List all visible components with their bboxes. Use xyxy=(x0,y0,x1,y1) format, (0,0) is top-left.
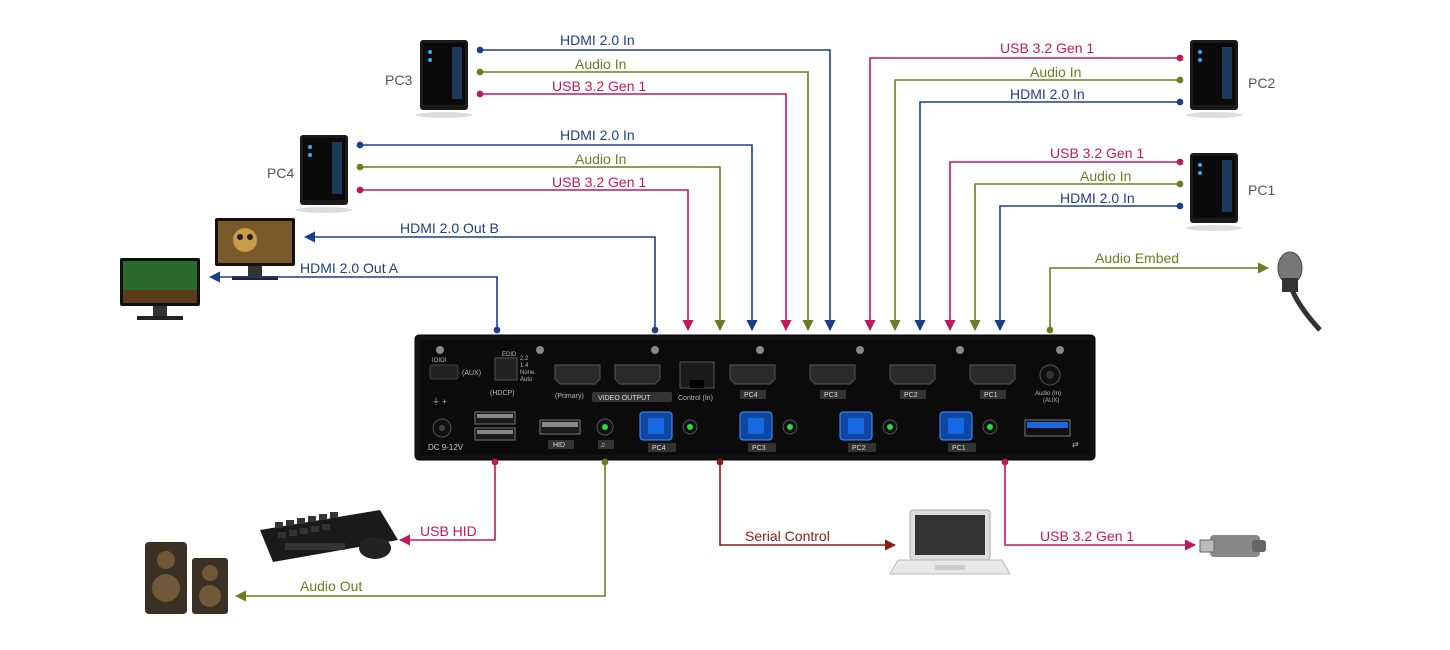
conn-hdmi-out-a xyxy=(210,277,497,330)
panel-hid-label: HID xyxy=(553,442,565,449)
svg-text:PC1: PC1 xyxy=(984,392,998,399)
panel-video-output-label: VIDEO OUTPUT xyxy=(598,395,651,402)
label-pc2-usb: USB 3.2 Gen 1 xyxy=(1000,40,1094,56)
laptop-icon xyxy=(890,510,1010,574)
conn-pc4-audio xyxy=(360,167,720,330)
kvm-connection-diagram: (AUX) IOIOI 2.2 1.4 None. Auto EDID (HDC… xyxy=(0,0,1450,650)
svg-text:2.2: 2.2 xyxy=(520,356,529,362)
label-usb-out: USB 3.2 Gen 1 xyxy=(1040,528,1134,544)
svg-text:PC2: PC2 xyxy=(852,445,866,452)
svg-text:(AUX): (AUX) xyxy=(1043,398,1059,404)
conn-pc4-usb xyxy=(360,190,688,330)
pc2-label: PC2 xyxy=(1248,75,1275,91)
panel-audio-in-label: Audio (In) xyxy=(1035,391,1061,397)
panel-aux-label: (AUX) xyxy=(462,370,481,377)
conn-pc2-audio xyxy=(895,80,1180,330)
svg-text:PC2: PC2 xyxy=(904,392,918,399)
pc4-icon xyxy=(296,135,352,213)
label-pc3-audio: Audio In xyxy=(575,56,626,72)
svg-text:None.: None. xyxy=(520,370,536,376)
label-pc1-usb: USB 3.2 Gen 1 xyxy=(1050,145,1144,161)
label-pc2-audio: Audio In xyxy=(1030,64,1081,80)
hdmi-out-b-port xyxy=(555,365,600,384)
svg-text:PC3: PC3 xyxy=(752,445,766,452)
pc3-icon xyxy=(416,40,472,118)
conn-audio-embed xyxy=(1050,268,1268,330)
conn-hdmi-out-b xyxy=(305,237,655,330)
panel-ioioi-label: IOIOI xyxy=(432,358,447,364)
label-hdmi-out-a: HDMI 2.0 Out A xyxy=(300,260,399,276)
pc4-label: PC4 xyxy=(267,165,294,181)
pc3-label: PC3 xyxy=(385,72,412,88)
svg-text:♫: ♫ xyxy=(600,442,605,449)
panel-hdcp-label: (HDCP) xyxy=(490,390,515,397)
label-pc1-audio: Audio In xyxy=(1080,168,1131,184)
monitor-b-icon xyxy=(215,218,295,280)
pc1-icon xyxy=(1186,153,1242,231)
label-pc3-usb: USB 3.2 Gen 1 xyxy=(552,78,646,94)
label-audio-embed: Audio Embed xyxy=(1095,250,1179,266)
conn-pc1-usb xyxy=(950,162,1180,330)
panel-primary-label: (Primary) xyxy=(555,393,584,400)
svg-text:PC4: PC4 xyxy=(652,445,666,452)
pc2-icon xyxy=(1186,40,1242,118)
panel-edid-label: EDID xyxy=(502,352,517,358)
conn-pc3-audio xyxy=(480,72,808,330)
keyboard-icon xyxy=(260,510,398,562)
svg-text:PC1: PC1 xyxy=(952,445,966,452)
panel-dc-label: DC 9-12V xyxy=(428,443,464,452)
label-pc4-hdmi: HDMI 2.0 In xyxy=(560,127,635,143)
label-audio-out: Audio Out xyxy=(300,578,362,594)
label-pc2-hdmi: HDMI 2.0 In xyxy=(1010,86,1085,102)
label-pc4-audio: Audio In xyxy=(575,151,626,167)
svg-text:Auto: Auto xyxy=(520,377,533,383)
svg-text:PC3: PC3 xyxy=(824,392,838,399)
svg-text:PC4: PC4 xyxy=(744,392,758,399)
svg-text:1.4: 1.4 xyxy=(520,363,529,369)
monitor-a-icon xyxy=(120,258,200,320)
svg-text:⇄: ⇄ xyxy=(1072,440,1079,449)
label-usb-hid: USB HID xyxy=(420,523,477,539)
kvm-switch: (AUX) IOIOI 2.2 1.4 None. Auto EDID (HDC… xyxy=(415,335,1095,460)
label-pc4-usb: USB 3.2 Gen 1 xyxy=(552,174,646,190)
usb-stick-icon xyxy=(1200,535,1266,557)
label-serial-control: Serial Control xyxy=(745,528,830,544)
microphone-icon xyxy=(1278,252,1320,330)
svg-text:⏚ +: ⏚ + xyxy=(432,397,447,406)
label-pc3-hdmi: HDMI 2.0 In xyxy=(560,32,635,48)
label-hdmi-out-b: HDMI 2.0 Out B xyxy=(400,220,499,236)
panel-control-in-label: Control (In) xyxy=(678,395,713,402)
label-pc1-hdmi: HDMI 2.0 In xyxy=(1060,190,1135,206)
speakers-icon xyxy=(145,542,228,614)
hdmi-out-a-port xyxy=(615,365,660,384)
pc1-label: PC1 xyxy=(1248,182,1275,198)
